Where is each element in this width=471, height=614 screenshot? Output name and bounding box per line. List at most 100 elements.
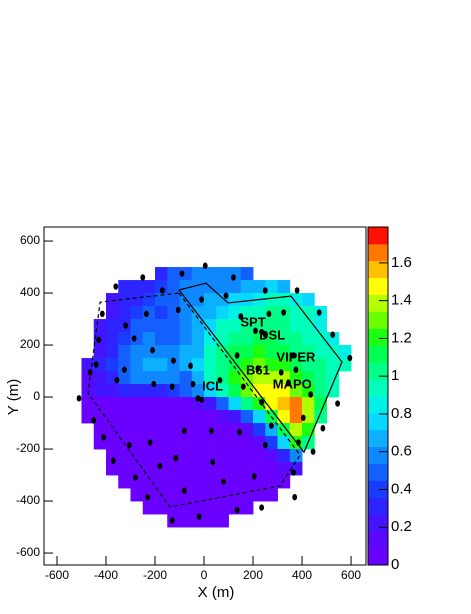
heat-cell [155,475,168,489]
heat-cell [289,449,303,463]
station-marker [210,458,215,466]
heat-cell [105,423,119,437]
heat-cell [81,410,95,424]
y-tick-label: 400 [20,285,40,299]
palette-step [368,396,388,414]
heat-cell [105,384,119,398]
heat-cell [81,384,95,398]
heat-cell [277,475,291,489]
z-tick-label: 0.4 [391,480,412,497]
heat-cell [118,423,131,437]
heat-cell [302,293,315,307]
heat-cell [253,475,266,489]
station-marker [113,283,119,290]
heat-cell [191,384,205,398]
heat-cell [216,436,229,450]
heat-cell [191,410,205,424]
heat-cell [93,358,107,372]
station-marker [347,354,353,362]
palette-step [368,345,388,363]
heat-cell [314,332,327,346]
heat-cell [130,410,144,424]
heat-cell [216,280,229,294]
heat-cell [142,280,156,294]
heat-cell [265,319,278,333]
heat-cell [240,501,254,515]
station-marker [269,422,274,429]
heat-cell [253,462,266,476]
heat-cell [179,397,193,411]
heat-cell [130,371,144,385]
heat-cell [118,462,131,476]
heat-cell [228,280,242,294]
palette-step [368,243,388,262]
heat-cell [265,462,278,476]
heat-cell [191,423,205,437]
heat-cell [155,345,168,359]
heat-cell [204,397,217,411]
station-marker [93,361,99,368]
heat-cell [118,332,131,346]
heat-cell [277,358,291,372]
heat-cell [265,293,278,307]
heat-cell [191,306,205,320]
palette-step [368,548,388,566]
station-marker [291,352,296,359]
heat-cell [302,410,315,424]
heat-cell [277,384,291,398]
heat-cell [155,436,168,450]
heat-cell [155,332,168,346]
heat-cell [289,358,303,372]
plot-frame [43,226,367,566]
heat-cell [302,358,315,372]
heat-cell [277,293,291,307]
x-axis-label: X (m) [198,584,235,601]
annotation: B61 [246,362,270,377]
heat-cell [253,332,266,346]
z-tick-label: 1.6 [391,254,412,271]
heat-cell [130,436,144,450]
station-marker [208,427,214,435]
heat-cell [167,501,180,515]
heat-cell [289,397,303,411]
heat-cell [93,345,107,359]
station-marker [259,504,265,511]
palette-step [368,328,388,346]
heat-cell [240,293,254,307]
y-tick-label: 0 [33,389,40,403]
heat-cell [167,293,180,307]
heat-cell [253,345,266,359]
station-marker [175,306,181,314]
heat-cell [130,306,144,320]
heat-cell [142,371,156,385]
station-marker [223,292,229,299]
station-marker [320,425,326,432]
station-marker [169,517,175,524]
heat-cell [155,306,168,320]
heat-cell [326,384,340,398]
heat-cell [118,397,131,411]
heat-cell [81,358,95,372]
heat-cell [204,449,217,463]
annotation: DSL [259,327,285,342]
heat-cell [253,306,266,320]
palette-step [368,429,388,448]
heat-cell [142,358,156,372]
heat-cell [142,319,156,333]
heat-cell [253,371,266,385]
station-marker [196,513,202,520]
z-tick-label: 0.6 [391,443,412,460]
heat-cell [167,371,180,385]
station-marker [238,313,244,320]
heat-cell [228,358,242,372]
heat-cell [277,410,291,424]
heat-cell [216,514,229,528]
heat-cell [289,319,303,333]
heat-cell [240,475,254,489]
heat-cell [216,488,229,502]
heat-cell [326,332,340,346]
heat-cell [216,462,229,476]
heat-cell [93,371,107,385]
heat-cell [155,449,168,463]
